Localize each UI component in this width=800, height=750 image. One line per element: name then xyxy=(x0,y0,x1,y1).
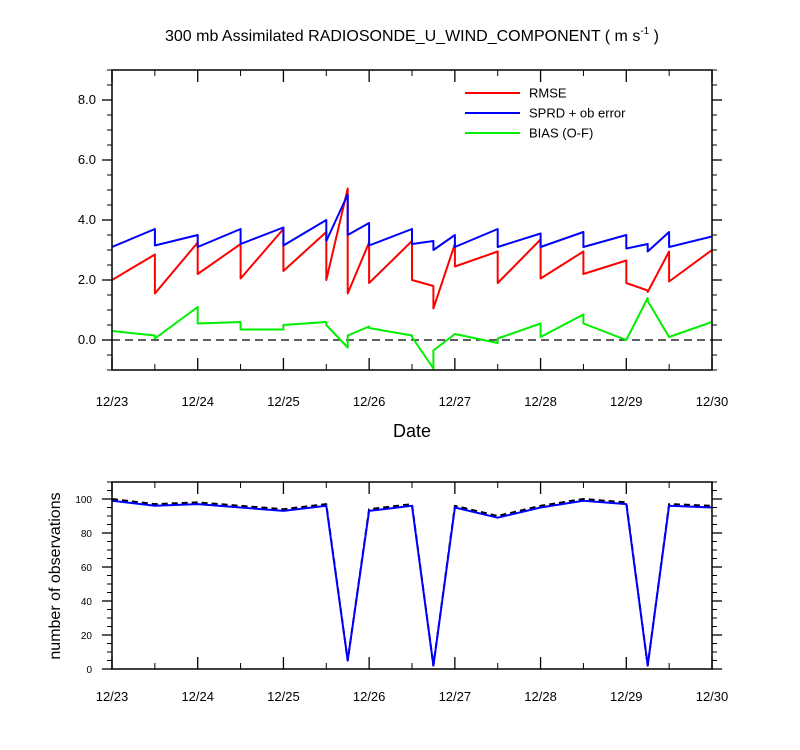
x-tick-label: 12/23 xyxy=(96,689,129,704)
y-tick-label: 0 xyxy=(86,665,92,676)
x-tick-label: 12/29 xyxy=(610,394,643,409)
x-tick-label: 12/28 xyxy=(524,689,557,704)
x-tick-label: 12/30 xyxy=(696,394,729,409)
y-tick-label: 0.0 xyxy=(78,332,96,347)
x-tick-label: 12/29 xyxy=(610,689,643,704)
y-tick-label: 20 xyxy=(81,631,93,642)
x-tick-label: 12/23 xyxy=(96,394,129,409)
legend: RMSE SPRD + ob error BIAS (O-F) xyxy=(465,86,626,141)
y-tick-label: 40 xyxy=(81,597,93,608)
y-tick-label: 6.0 xyxy=(78,152,96,167)
x-tick-label: 12/27 xyxy=(439,394,472,409)
y-tick-label: 2.0 xyxy=(78,272,96,287)
x-axis-label: Date xyxy=(393,421,431,441)
y-tick-label: 60 xyxy=(81,563,93,574)
bottom-chart: 12/23 12/24 12/25 12/26 12/27 12/28 12/29 12/30… xyxy=(47,481,729,704)
top-series-group xyxy=(112,187,712,370)
top-axis-ticks: 12/23 12/24 12/25 12/26 12/27 12/28 12/29 12/30… xyxy=(78,69,729,409)
x-tick-label: 12/25 xyxy=(267,394,300,409)
y-tick-label: 4.0 xyxy=(78,212,96,227)
y-tick-label: 8.0 xyxy=(78,92,96,107)
x-tick-label: 12/26 xyxy=(353,394,386,409)
chart-title: 300 mb Assimilated RADIOSONDE_U_WIND_COM… xyxy=(165,26,659,45)
chart-title-superscript: -1 xyxy=(640,26,649,37)
legend-label: BIAS (O-F) xyxy=(529,126,593,141)
y-tick-label: 100 xyxy=(75,495,92,506)
x-tick-label: 12/28 xyxy=(524,394,557,409)
bottom-series-group xyxy=(112,498,712,667)
x-tick-label: 12/25 xyxy=(267,689,300,704)
chart-title-end: ) xyxy=(649,28,659,45)
top-chart: 300 mb Assimilated RADIOSONDE_U_WIND_COM… xyxy=(78,26,728,441)
y-axis-label-observations: number of observations xyxy=(47,492,64,659)
x-tick-label: 12/24 xyxy=(181,394,214,409)
chart-title-main: 300 mb Assimilated RADIOSONDE_U_WIND_COM… xyxy=(165,28,640,45)
y-tick-label: 80 xyxy=(81,529,93,540)
series-line-rmse xyxy=(112,187,712,310)
x-tick-label: 12/30 xyxy=(696,689,729,704)
series-line-bias-o-f- xyxy=(112,297,712,370)
bottom-axis-ticks: 12/23 12/24 12/25 12/26 12/27 12/28 12/29 12/30… xyxy=(75,481,729,704)
x-tick-label: 12/26 xyxy=(353,689,386,704)
x-tick-label: 12/27 xyxy=(439,689,472,704)
series-line-sprd-ob-error xyxy=(112,193,712,253)
series-line-dashed-0 xyxy=(112,498,712,667)
series-line-solid-1 xyxy=(112,499,712,667)
legend-label: RMSE xyxy=(529,86,567,101)
legend-label: SPRD + ob error xyxy=(529,106,626,121)
x-tick-label: 12/24 xyxy=(181,689,214,704)
